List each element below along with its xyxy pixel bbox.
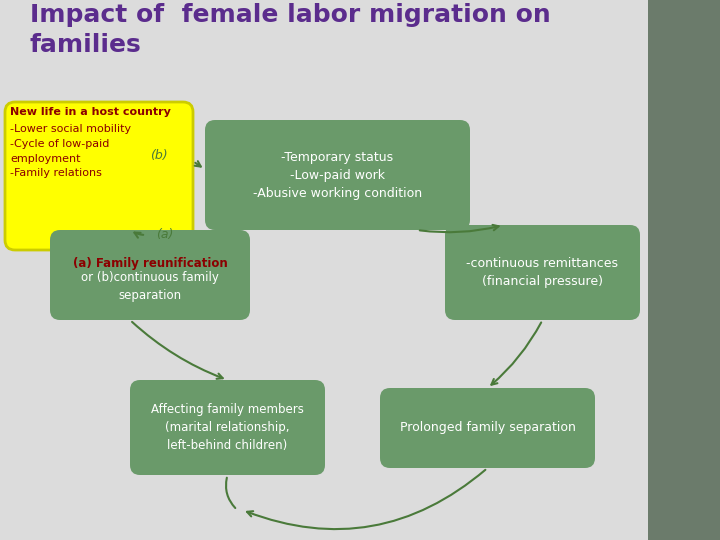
Text: New life in a host country: New life in a host country <box>10 107 171 117</box>
FancyBboxPatch shape <box>205 120 470 230</box>
Text: -Temporary status
-Low-paid work
-Abusive working condition: -Temporary status -Low-paid work -Abusiv… <box>253 151 422 199</box>
Text: (a): (a) <box>156 228 174 241</box>
Text: Prolonged family separation: Prolonged family separation <box>400 422 575 435</box>
Text: -continuous remittances
(financial pressure): -continuous remittances (financial press… <box>467 257 618 288</box>
Text: families: families <box>30 33 142 57</box>
Text: (a) Family reunification: (a) Family reunification <box>73 256 228 269</box>
Text: -Lower social mobility
-Cycle of low-paid
employment
-Family relations: -Lower social mobility -Cycle of low-pai… <box>10 124 131 178</box>
FancyBboxPatch shape <box>5 102 193 250</box>
FancyBboxPatch shape <box>445 225 640 320</box>
FancyBboxPatch shape <box>50 230 250 320</box>
FancyBboxPatch shape <box>380 388 595 468</box>
FancyBboxPatch shape <box>648 0 720 540</box>
Text: or (b)continuous family
separation: or (b)continuous family separation <box>81 272 219 302</box>
Text: (b): (b) <box>150 150 168 163</box>
Text: Affecting family members
(marital relationship,
left-behind children): Affecting family members (marital relati… <box>151 403 304 452</box>
Text: Impact of  female labor migration on: Impact of female labor migration on <box>30 3 551 27</box>
FancyBboxPatch shape <box>130 380 325 475</box>
